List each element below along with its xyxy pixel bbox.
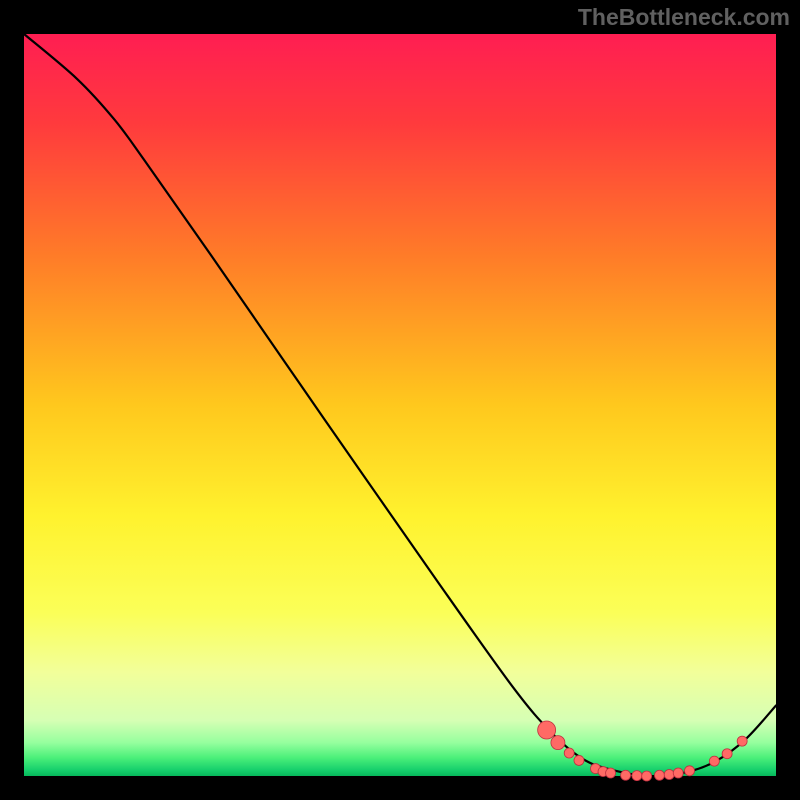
data-marker xyxy=(737,736,747,746)
plot-background xyxy=(24,34,776,776)
chart-stage: TheBottleneck.com xyxy=(0,0,800,800)
data-marker xyxy=(564,748,574,758)
data-marker xyxy=(642,771,652,781)
data-marker xyxy=(632,771,642,781)
data-marker xyxy=(722,749,732,759)
data-marker xyxy=(606,768,616,778)
data-marker xyxy=(621,770,631,780)
data-marker xyxy=(654,770,664,780)
data-marker xyxy=(574,755,584,765)
data-marker xyxy=(685,766,695,776)
data-marker xyxy=(664,770,674,780)
bottleneck-chart xyxy=(0,0,800,800)
data-marker xyxy=(709,756,719,766)
data-marker xyxy=(538,721,556,739)
watermark-text: TheBottleneck.com xyxy=(578,4,790,31)
data-marker xyxy=(551,736,565,750)
data-marker xyxy=(673,768,683,778)
